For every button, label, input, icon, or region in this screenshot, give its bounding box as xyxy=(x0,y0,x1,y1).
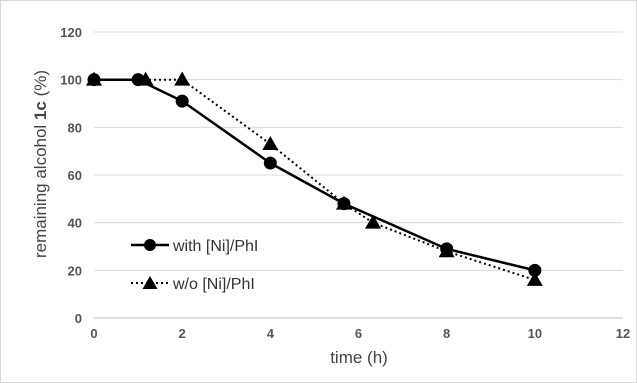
x-axis-label: time (h) xyxy=(330,348,388,367)
data-point-circle xyxy=(263,156,277,170)
data-point-triangle xyxy=(137,71,154,86)
legend-circle-marker xyxy=(144,239,156,251)
gridlines xyxy=(94,31,623,271)
series-lines xyxy=(94,78,536,281)
data-point-triangle xyxy=(174,71,191,86)
data-point-triangle xyxy=(365,214,382,229)
data-point-triangle xyxy=(262,136,279,151)
y-tick-label-0: 0 xyxy=(75,311,82,326)
x-tick-label-10: 10 xyxy=(528,326,542,341)
legend-triangle-marker xyxy=(142,276,158,289)
legend-entry-with-ni: with [Ni]/PhI xyxy=(131,238,258,255)
data-point-triangle xyxy=(86,71,102,86)
x-tick-label-4: 4 xyxy=(267,326,275,341)
legend-label-wo-ni: w/o [Ni]/PhI xyxy=(172,276,255,293)
x-tick-label-8: 8 xyxy=(443,326,450,341)
y-tick-label-80: 80 xyxy=(68,120,82,135)
x-tick-label-6: 6 xyxy=(355,326,362,341)
x-tick-label-2: 2 xyxy=(179,326,186,341)
y-tick-label-40: 40 xyxy=(68,216,82,231)
series-line-2 xyxy=(94,78,536,281)
y-axis-label: remaining alcohol 1c (%) xyxy=(31,70,50,258)
data-point-triangle xyxy=(438,243,455,258)
x-tick-labels: 0 2 4 6 8 10 12 xyxy=(90,326,630,341)
legend-label-with-ni: with [Ni]/PhI xyxy=(172,238,258,255)
data-point-circle xyxy=(175,94,189,108)
y-tick-label-20: 20 xyxy=(68,263,82,278)
y-axis-label-compound: 1c xyxy=(31,101,50,120)
data-point-triangle xyxy=(526,271,543,286)
y-tick-label-60: 60 xyxy=(68,168,82,183)
y-tick-label-100: 100 xyxy=(60,73,82,88)
y-axis-label-part: remaining alcohol xyxy=(31,120,50,258)
x-tick-label-0: 0 xyxy=(90,326,97,341)
y-tick-label-120: 120 xyxy=(60,25,82,40)
x-tick-label-12: 12 xyxy=(616,326,630,341)
legend-entry-wo-ni: w/o [Ni]/PhI xyxy=(131,276,255,293)
y-tick-labels: 0 20 40 60 80 100 120 xyxy=(60,25,82,326)
legend: with [Ni]/PhI w/o [Ni]/PhI xyxy=(131,238,258,293)
series-markers xyxy=(86,71,543,286)
data-point-triangle xyxy=(335,195,352,210)
data-point-circle xyxy=(528,263,542,277)
y-axis-label-unit: (%) xyxy=(31,70,50,101)
